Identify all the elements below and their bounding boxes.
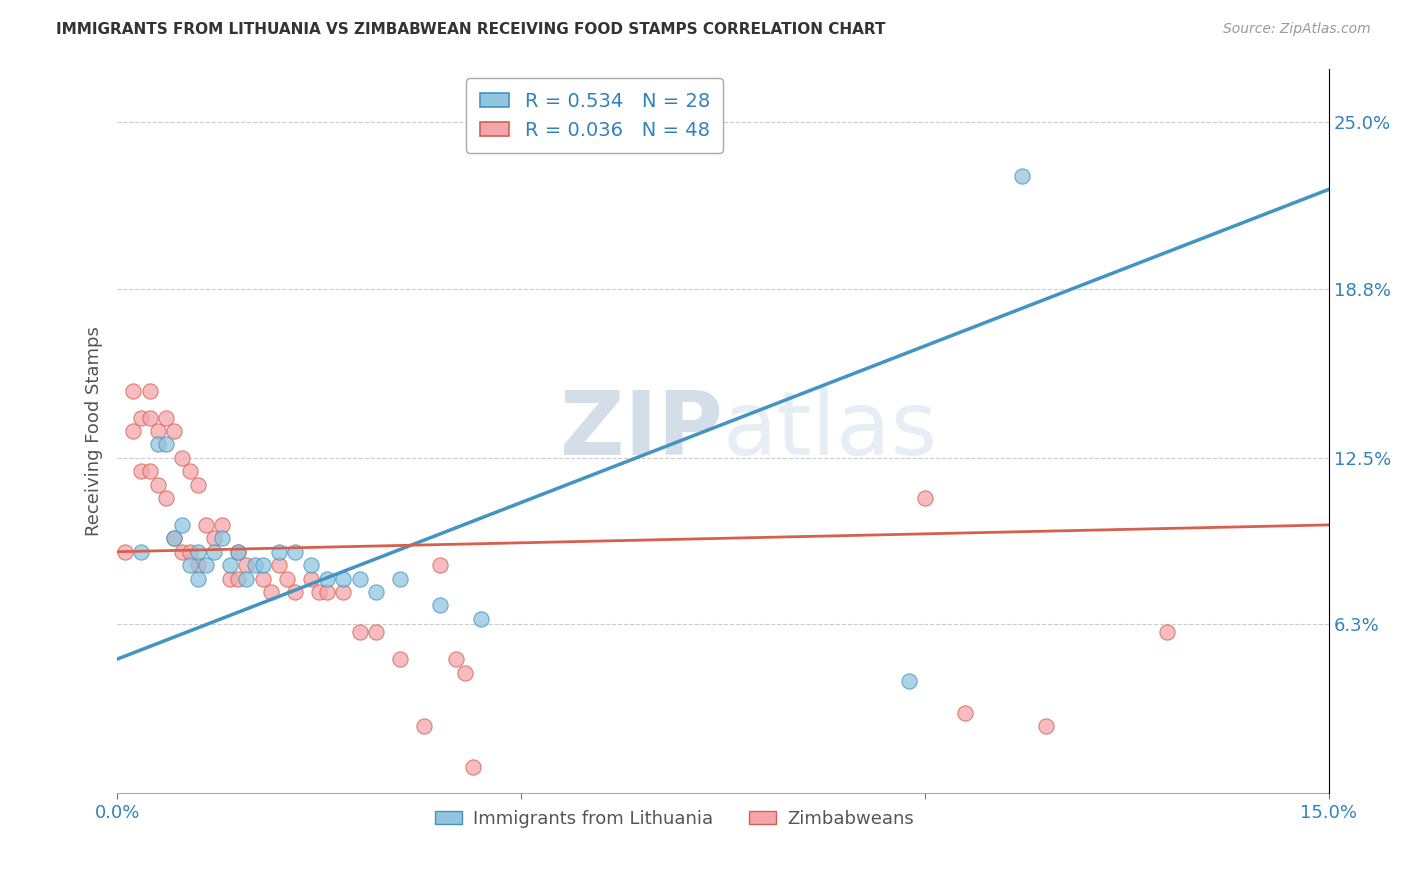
Point (1011, 169, 1033, 183)
Point (914, 491, 936, 505)
Point (284, 585, 307, 599)
Point (179, 545, 201, 559)
Point (429, 599, 451, 613)
Point (235, 558, 257, 573)
Point (146, 424, 169, 438)
Point (195, 517, 218, 532)
Point (219, 558, 242, 573)
Point (252, 558, 274, 573)
Legend: Immigrants from Lithuania, Zimbabweans: Immigrants from Lithuania, Zimbabweans (427, 803, 921, 835)
Point (170, 450, 193, 465)
Point (163, 531, 186, 545)
Point (316, 585, 339, 599)
Point (155, 410, 177, 425)
Point (228, 572, 250, 586)
Text: IMMIGRANTS FROM LITHUANIA VS ZIMBABWEAN RECEIVING FOOD STAMPS CORRELATION CHART: IMMIGRANTS FROM LITHUANIA VS ZIMBABWEAN … (56, 22, 886, 37)
Point (170, 517, 193, 532)
Y-axis label: Receiving Food Stamps: Receiving Food Stamps (86, 326, 103, 536)
Point (364, 625, 387, 640)
Point (187, 545, 209, 559)
Point (138, 410, 160, 425)
Point (179, 558, 201, 573)
Point (299, 572, 322, 586)
Point (332, 585, 354, 599)
Point (155, 437, 177, 451)
Text: atlas: atlas (723, 387, 938, 475)
Point (122, 384, 145, 398)
Point (155, 491, 177, 505)
Point (267, 558, 290, 573)
Point (202, 545, 225, 559)
Point (897, 673, 920, 688)
Point (349, 572, 371, 586)
Point (388, 652, 411, 666)
Point (228, 545, 250, 559)
Point (131, 464, 153, 478)
Point (332, 572, 354, 586)
Point (187, 477, 209, 491)
Point (228, 545, 250, 559)
Point (131, 545, 153, 559)
Point (267, 545, 290, 559)
Point (1156, 625, 1178, 640)
Point (146, 437, 169, 451)
Point (429, 558, 451, 573)
Point (260, 585, 283, 599)
Point (299, 558, 322, 573)
Point (243, 558, 266, 573)
Point (138, 464, 160, 478)
Text: ZIP: ZIP (560, 387, 723, 475)
Point (388, 572, 411, 586)
Point (187, 572, 209, 586)
Point (114, 545, 136, 559)
Point (316, 572, 339, 586)
Point (163, 424, 186, 438)
Point (235, 572, 257, 586)
Point (349, 625, 371, 640)
Point (446, 652, 468, 666)
Point (453, 665, 475, 680)
Point (138, 384, 160, 398)
Point (211, 517, 233, 532)
Point (131, 410, 153, 425)
Point (202, 531, 225, 545)
Point (413, 719, 436, 733)
Point (179, 464, 201, 478)
Point (163, 531, 186, 545)
Text: Source: ZipAtlas.com: Source: ZipAtlas.com (1223, 22, 1371, 37)
Point (284, 545, 307, 559)
Point (122, 424, 145, 438)
Point (146, 477, 169, 491)
Point (470, 612, 492, 626)
Point (1035, 719, 1057, 733)
Point (195, 558, 218, 573)
Point (308, 585, 330, 599)
Point (170, 545, 193, 559)
Point (461, 759, 484, 773)
Point (955, 706, 977, 720)
Point (219, 572, 242, 586)
Point (252, 572, 274, 586)
Point (364, 585, 387, 599)
Point (187, 558, 209, 573)
Point (276, 572, 298, 586)
Point (211, 531, 233, 545)
